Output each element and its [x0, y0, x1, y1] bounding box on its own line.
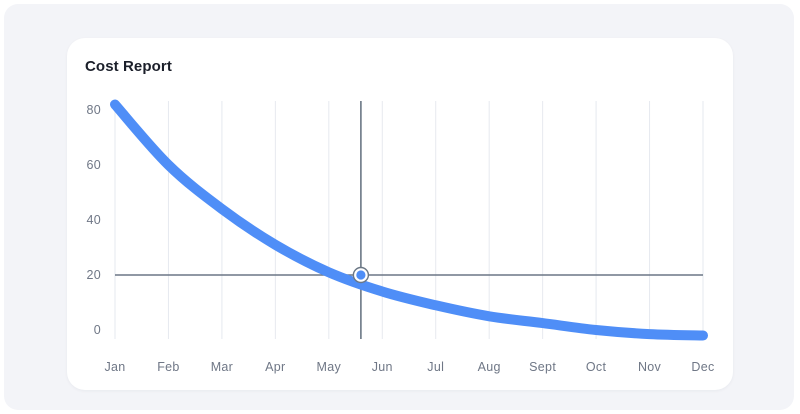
crosshair: [115, 101, 703, 339]
y-tick-label-40: 40: [86, 213, 101, 227]
x-axis-labels: Jan Feb Mar Apr May Jun Jul Aug Sept Oct Nov Dec: [104, 360, 714, 374]
x-tick-label-jul: Jul: [427, 360, 444, 374]
x-tick-label-sept: Sept: [529, 360, 556, 374]
card-title: Cost Report: [85, 58, 172, 75]
x-tick-label-dec: Dec: [691, 360, 714, 374]
y-axis-labels: 0 20 40 60 80: [86, 103, 101, 337]
hover-markers[interactable]: [352, 266, 370, 284]
hover-marker-dot[interactable]: [356, 270, 366, 280]
x-tick-label-may: May: [317, 360, 342, 374]
y-tick-label-0: 0: [94, 323, 101, 337]
grid-lines: [114, 101, 704, 339]
x-tick-label-nov: Nov: [638, 360, 662, 374]
x-tick-label-jun: Jun: [372, 360, 393, 374]
series-lines: [110, 99, 708, 341]
y-tick-label-20: 20: [86, 268, 101, 282]
y-tick-label-80: 80: [86, 103, 101, 117]
series-line-0: [110, 99, 708, 341]
x-tick-label-jan: Jan: [104, 360, 125, 374]
x-tick-label-aug: Aug: [478, 360, 501, 374]
x-tick-label-feb: Feb: [157, 360, 179, 374]
y-tick-label-60: 60: [86, 158, 101, 172]
x-tick-label-oct: Oct: [586, 360, 607, 374]
x-tick-label-apr: Apr: [265, 360, 285, 374]
x-tick-label-mar: Mar: [211, 360, 233, 374]
